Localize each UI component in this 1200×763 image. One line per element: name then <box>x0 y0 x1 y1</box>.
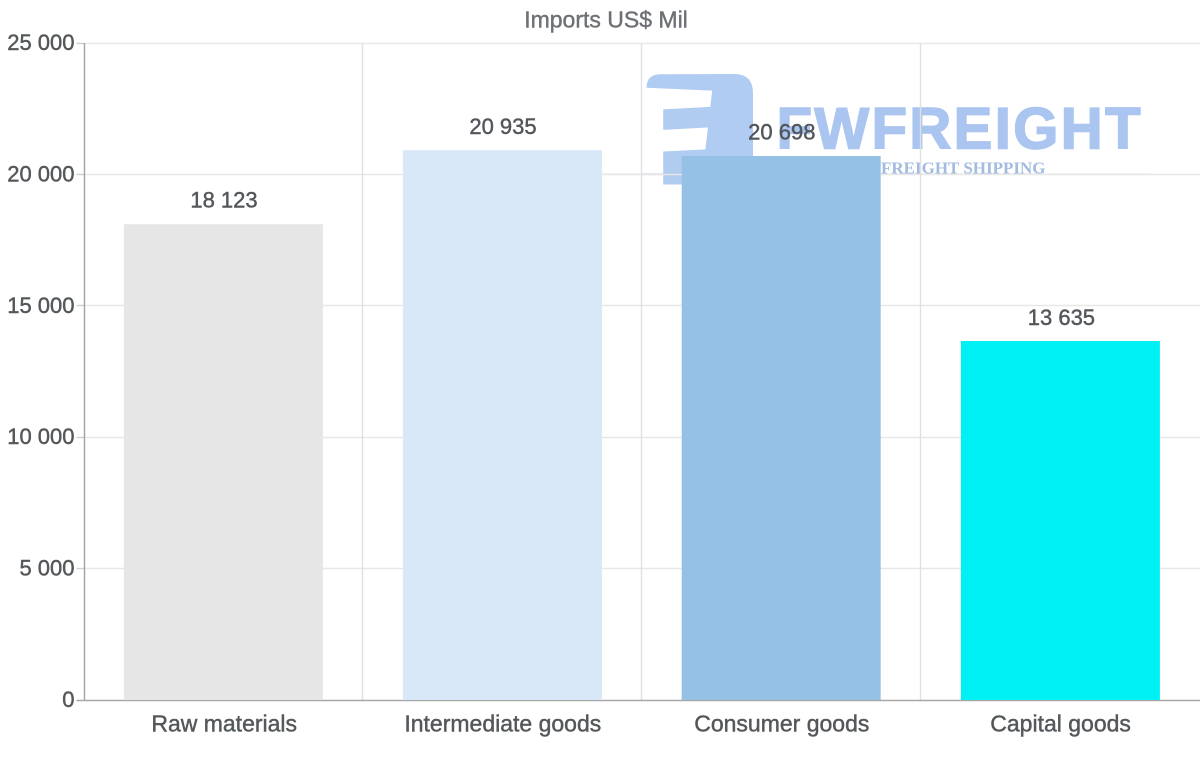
svg-text:0: 0 <box>62 687 74 712</box>
svg-text:15 000: 15 000 <box>7 293 74 318</box>
svg-text:Imports US$ Mil: Imports US$ Mil <box>524 6 688 32</box>
svg-text:5 000: 5 000 <box>19 556 74 581</box>
svg-text:18 123: 18 123 <box>190 188 257 213</box>
svg-text:FWFREIGHT: FWFREIGHT <box>777 96 1143 161</box>
svg-text:25 000: 25 000 <box>7 30 74 55</box>
svg-text:20 935: 20 935 <box>469 114 536 139</box>
svg-text:20 000: 20 000 <box>7 161 74 186</box>
svg-text:Intermediate goods: Intermediate goods <box>404 711 601 737</box>
svg-text:Capital goods: Capital goods <box>990 711 1131 737</box>
svg-text:13 635: 13 635 <box>1028 305 1095 330</box>
svg-text:20 698: 20 698 <box>748 119 815 144</box>
svg-text:10 000: 10 000 <box>7 424 74 449</box>
svg-text:FREIGHT SHIPPING: FREIGHT SHIPPING <box>881 159 1046 178</box>
svg-text:Consumer goods: Consumer goods <box>694 711 869 737</box>
svg-text:Raw materials: Raw materials <box>151 711 297 737</box>
